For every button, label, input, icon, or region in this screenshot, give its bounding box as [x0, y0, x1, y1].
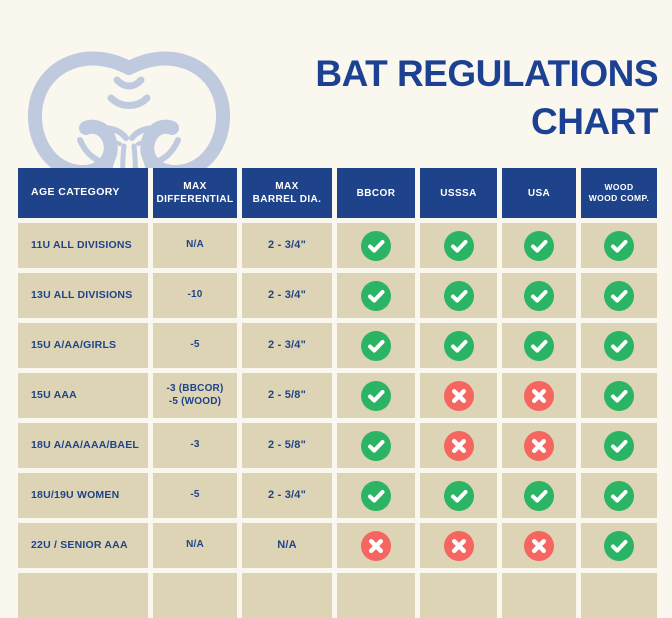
usssa-status-cell — [420, 323, 497, 368]
check-icon — [604, 530, 634, 561]
cross-icon — [361, 530, 391, 561]
check-icon — [443, 280, 474, 311]
wood-wood-comp-status-cell — [581, 473, 657, 518]
usssa-status-cell — [420, 223, 497, 268]
cross-icon — [524, 530, 554, 561]
max-barrel-dia-cell: 2 - 5/8" — [242, 373, 332, 418]
check-icon — [443, 330, 474, 361]
max-barrel-dia-cell: 2 - 3/4" — [242, 223, 332, 268]
check-icon — [524, 230, 554, 261]
max-barrel-dia-cell: 2 - 3/4" — [242, 273, 332, 318]
age-category-cell: 18U A/AA/AAA/BAEL — [18, 423, 148, 468]
column-header-usa: USA — [502, 168, 576, 218]
age-category-cell: 15U A/AA/GIRLS — [18, 323, 148, 368]
usa-status-cell — [502, 373, 576, 418]
max-differential-cell: N/A — [153, 223, 237, 268]
usssa-status-cell — [420, 523, 497, 568]
bbcor-status-cell — [337, 273, 415, 318]
age-category-cell: 18U/19U WOMEN — [18, 473, 148, 518]
cross-icon — [524, 430, 554, 461]
cross-icon — [443, 430, 474, 461]
bbcor-status-cell — [337, 473, 415, 518]
column-header-age-category: AGE CATEGORY — [18, 168, 148, 218]
check-icon — [361, 430, 391, 461]
usssa-status-cell — [420, 423, 497, 468]
max-differential-cell: -5 — [153, 323, 237, 368]
regulations-table: AGE CATEGORY MAX DIFFERENTIAL MAX BARREL D… — [18, 168, 657, 618]
check-icon — [361, 380, 391, 411]
check-icon — [604, 230, 634, 261]
check-icon — [604, 380, 634, 411]
column-header-max-differential: MAX DIFFERENTIAL — [153, 168, 237, 218]
check-icon — [443, 480, 474, 511]
usa-status-cell — [502, 473, 576, 518]
wood-wood-comp-status-cell — [581, 323, 657, 368]
check-icon — [361, 330, 391, 361]
max-differential-cell: -10 — [153, 273, 237, 318]
check-icon — [443, 230, 474, 261]
check-icon — [604, 330, 634, 361]
check-icon — [524, 330, 554, 361]
usssa-status-cell — [420, 473, 497, 518]
usa-status-cell — [502, 523, 576, 568]
ram-head-logo — [22, 42, 237, 168]
bbcor-status-cell — [337, 373, 415, 418]
max-barrel-dia-cell: N/A — [242, 523, 332, 568]
check-icon — [604, 480, 634, 511]
usssa-status-cell — [420, 273, 497, 318]
bbcor-status-cell — [337, 323, 415, 368]
usa-status-cell — [502, 273, 576, 318]
title-line-2: CHART — [531, 101, 658, 142]
column-header-wood-wood-comp: WOOD WOOD COMP. — [581, 168, 657, 218]
usssa-status-cell — [420, 373, 497, 418]
check-icon — [361, 280, 391, 311]
wood-wood-comp-status-cell — [581, 423, 657, 468]
check-icon — [524, 280, 554, 311]
age-category-cell: 13U ALL DIVISIONS — [18, 273, 148, 318]
bbcor-status-cell — [337, 423, 415, 468]
cross-icon — [443, 530, 474, 561]
max-differential-cell: N/A — [153, 523, 237, 568]
usa-status-cell — [502, 223, 576, 268]
check-icon — [604, 280, 634, 311]
usa-status-cell — [502, 323, 576, 368]
bbcor-status-cell — [337, 223, 415, 268]
max-differential-cell: -3 — [153, 423, 237, 468]
max-barrel-dia-cell: 2 - 5/8" — [242, 423, 332, 468]
age-category-cell: 15U AAA — [18, 373, 148, 418]
wood-wood-comp-status-cell — [581, 273, 657, 318]
title-line-1: BAT REGULATIONS — [315, 53, 658, 94]
usa-status-cell — [502, 423, 576, 468]
page-title: BAT REGULATIONS CHART — [315, 50, 658, 146]
bbcor-status-cell — [337, 523, 415, 568]
wood-wood-comp-status-cell — [581, 223, 657, 268]
cross-icon — [524, 380, 554, 411]
wood-wood-comp-status-cell — [581, 373, 657, 418]
check-icon — [524, 480, 554, 511]
age-category-cell: 22U / SENIOR AAA — [18, 523, 148, 568]
check-icon — [361, 480, 391, 511]
check-icon — [604, 430, 634, 461]
cross-icon — [443, 380, 474, 411]
check-icon — [361, 230, 391, 261]
max-barrel-dia-cell: 2 - 3/4" — [242, 473, 332, 518]
column-header-max-barrel-dia: MAX BARREL DIA. — [242, 168, 332, 218]
age-category-cell: 11U ALL DIVISIONS — [18, 223, 148, 268]
column-header-usssa: USSSA — [420, 168, 497, 218]
max-differential-cell: -3 (BBCOR) -5 (WOOD) — [153, 373, 237, 418]
column-header-bbcor: BBCOR — [337, 168, 415, 218]
wood-wood-comp-status-cell — [581, 523, 657, 568]
max-barrel-dia-cell: 2 - 3/4" — [242, 323, 332, 368]
max-differential-cell: -5 — [153, 473, 237, 518]
